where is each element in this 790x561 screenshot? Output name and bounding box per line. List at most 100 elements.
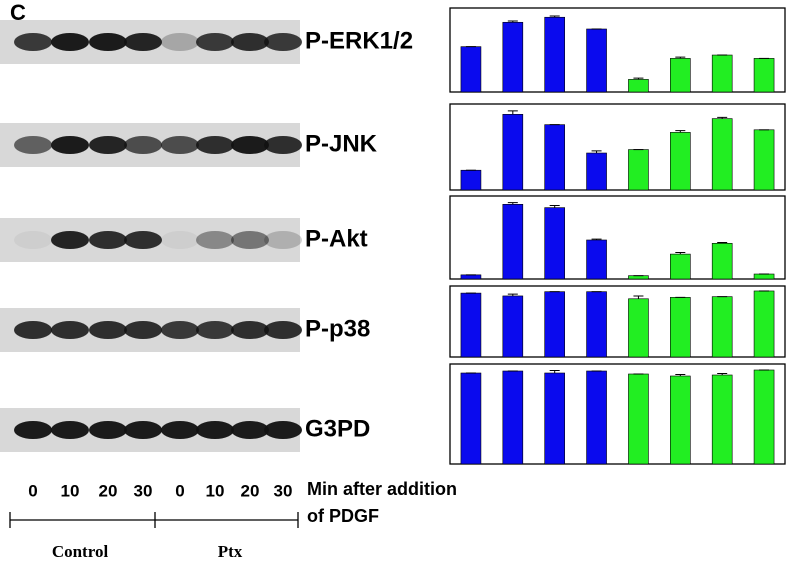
blot-band — [264, 421, 302, 439]
blot-band — [51, 231, 89, 249]
error-bar — [717, 373, 728, 375]
bar — [628, 298, 649, 358]
error-bar — [507, 110, 518, 115]
bar — [460, 169, 482, 191]
bar — [544, 291, 565, 358]
error-bar — [507, 202, 518, 205]
bar — [544, 207, 565, 280]
blot-band — [161, 136, 199, 154]
axis-label: Min after addition — [307, 479, 457, 499]
lane-label: 30 — [274, 481, 293, 500]
blot-band — [231, 421, 269, 439]
bar — [711, 54, 733, 93]
blot-band — [14, 321, 52, 339]
blot-label: P-JNK — [305, 130, 378, 157]
chart-frame — [449, 7, 786, 93]
lane-label: 20 — [99, 481, 118, 500]
bar — [544, 16, 565, 93]
blot-band — [14, 421, 52, 439]
blot-label: G3PD — [305, 415, 370, 442]
bar — [502, 295, 524, 358]
error-bar — [633, 77, 644, 80]
chart-frame — [449, 195, 786, 280]
blot-band — [14, 231, 52, 249]
bar — [628, 373, 649, 465]
bar — [460, 46, 482, 93]
bar — [670, 253, 691, 280]
blot-band — [51, 136, 89, 154]
error-bar — [717, 116, 728, 119]
group-bracket — [9, 512, 299, 528]
error-bar — [507, 293, 518, 296]
blot-band — [264, 33, 302, 51]
chart-frame — [449, 285, 786, 358]
bar — [586, 370, 607, 465]
group-label: Control — [52, 542, 109, 561]
blot-band — [89, 321, 127, 339]
blot-band — [231, 136, 269, 154]
blot-band — [196, 421, 234, 439]
blot-band — [89, 231, 127, 249]
blot-band — [231, 33, 269, 51]
lane-label: 0 — [28, 481, 37, 500]
bar — [753, 290, 775, 358]
error-bar — [591, 238, 602, 240]
chart-frame — [449, 363, 786, 465]
bar — [502, 204, 524, 280]
blot-band — [14, 136, 52, 154]
blot-band — [51, 321, 89, 339]
blot-band — [196, 33, 234, 51]
bar — [460, 372, 482, 465]
panel-label: C — [10, 0, 26, 25]
error-bar — [549, 205, 560, 208]
lane-label: 0 — [175, 481, 184, 500]
blot-band — [124, 33, 162, 51]
axis-label: of PDGF — [307, 506, 379, 526]
bar — [502, 114, 524, 191]
bar — [711, 118, 733, 191]
blot-band — [14, 33, 52, 51]
bar — [753, 273, 775, 280]
error-bar — [675, 130, 686, 133]
bar — [711, 243, 733, 280]
bar — [670, 58, 691, 93]
error-bar — [675, 56, 686, 59]
blot-band — [124, 136, 162, 154]
bar — [544, 124, 565, 191]
chart-frame — [449, 103, 786, 191]
bar — [586, 239, 607, 280]
blot-band — [89, 136, 127, 154]
group-label: Ptx — [218, 542, 243, 561]
blot-label: P-Akt — [305, 225, 368, 252]
bar — [753, 58, 775, 93]
lane-label: 30 — [134, 481, 153, 500]
blot-band — [51, 421, 89, 439]
bar — [711, 296, 733, 358]
bar — [586, 291, 607, 358]
bar — [670, 375, 691, 465]
blot-label: P-ERK1/2 — [305, 27, 413, 54]
error-bar — [591, 150, 602, 154]
lane-label: 10 — [206, 481, 225, 500]
blot-band — [161, 33, 199, 51]
bar — [753, 129, 775, 191]
blot-band — [89, 421, 127, 439]
bar — [753, 369, 775, 465]
bar — [544, 372, 565, 465]
error-bar — [633, 295, 644, 299]
blot-band — [231, 231, 269, 249]
bar — [502, 21, 524, 93]
error-bar — [549, 370, 560, 373]
bar — [711, 374, 733, 465]
blot-band — [161, 321, 199, 339]
blot-band — [231, 321, 269, 339]
blot-band — [196, 136, 234, 154]
blot-band — [196, 321, 234, 339]
lane-label: 10 — [61, 481, 80, 500]
bar — [502, 370, 524, 465]
bar — [670, 297, 691, 358]
blot-band — [264, 321, 302, 339]
bar — [460, 292, 482, 358]
blot-band — [264, 136, 302, 154]
bar — [628, 149, 649, 191]
